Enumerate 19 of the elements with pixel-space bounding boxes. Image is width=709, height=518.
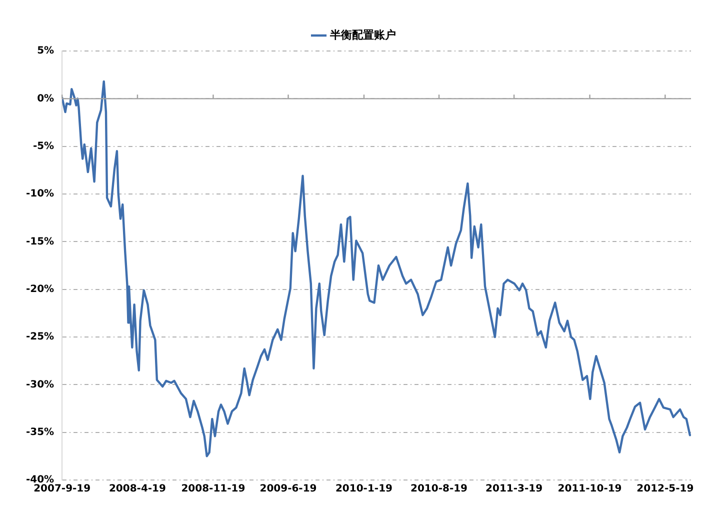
y-tick-label: -30% [26,379,54,390]
y-tick-label: -20% [26,284,54,295]
x-tick-label: 2012-5-19 [636,484,694,495]
y-tick-label: -35% [26,426,54,438]
legend-label: 半衡配置账户 [328,28,396,42]
x-tick-label: 2007-9-19 [34,484,91,495]
x-tick-label: 2010-1-19 [335,484,393,495]
y-tick-label: -5% [32,140,54,152]
y-tick-label: 0% [37,93,54,104]
x-tick-label: 2011-10-19 [558,484,622,495]
y-tick-label: -10% [26,188,54,200]
x-tick-label: 2011-3-19 [486,484,543,495]
y-tick-label: 5% [37,46,54,57]
x-tick-label: 2009-6-19 [260,484,317,495]
x-tick-label: 2008-4-19 [108,484,166,495]
y-tick-label: -25% [26,332,54,343]
x-tick-label: 2010-8-19 [410,484,468,495]
y-tick-label: -15% [26,236,54,248]
x-tick-label: 2008-11-19 [181,484,246,495]
